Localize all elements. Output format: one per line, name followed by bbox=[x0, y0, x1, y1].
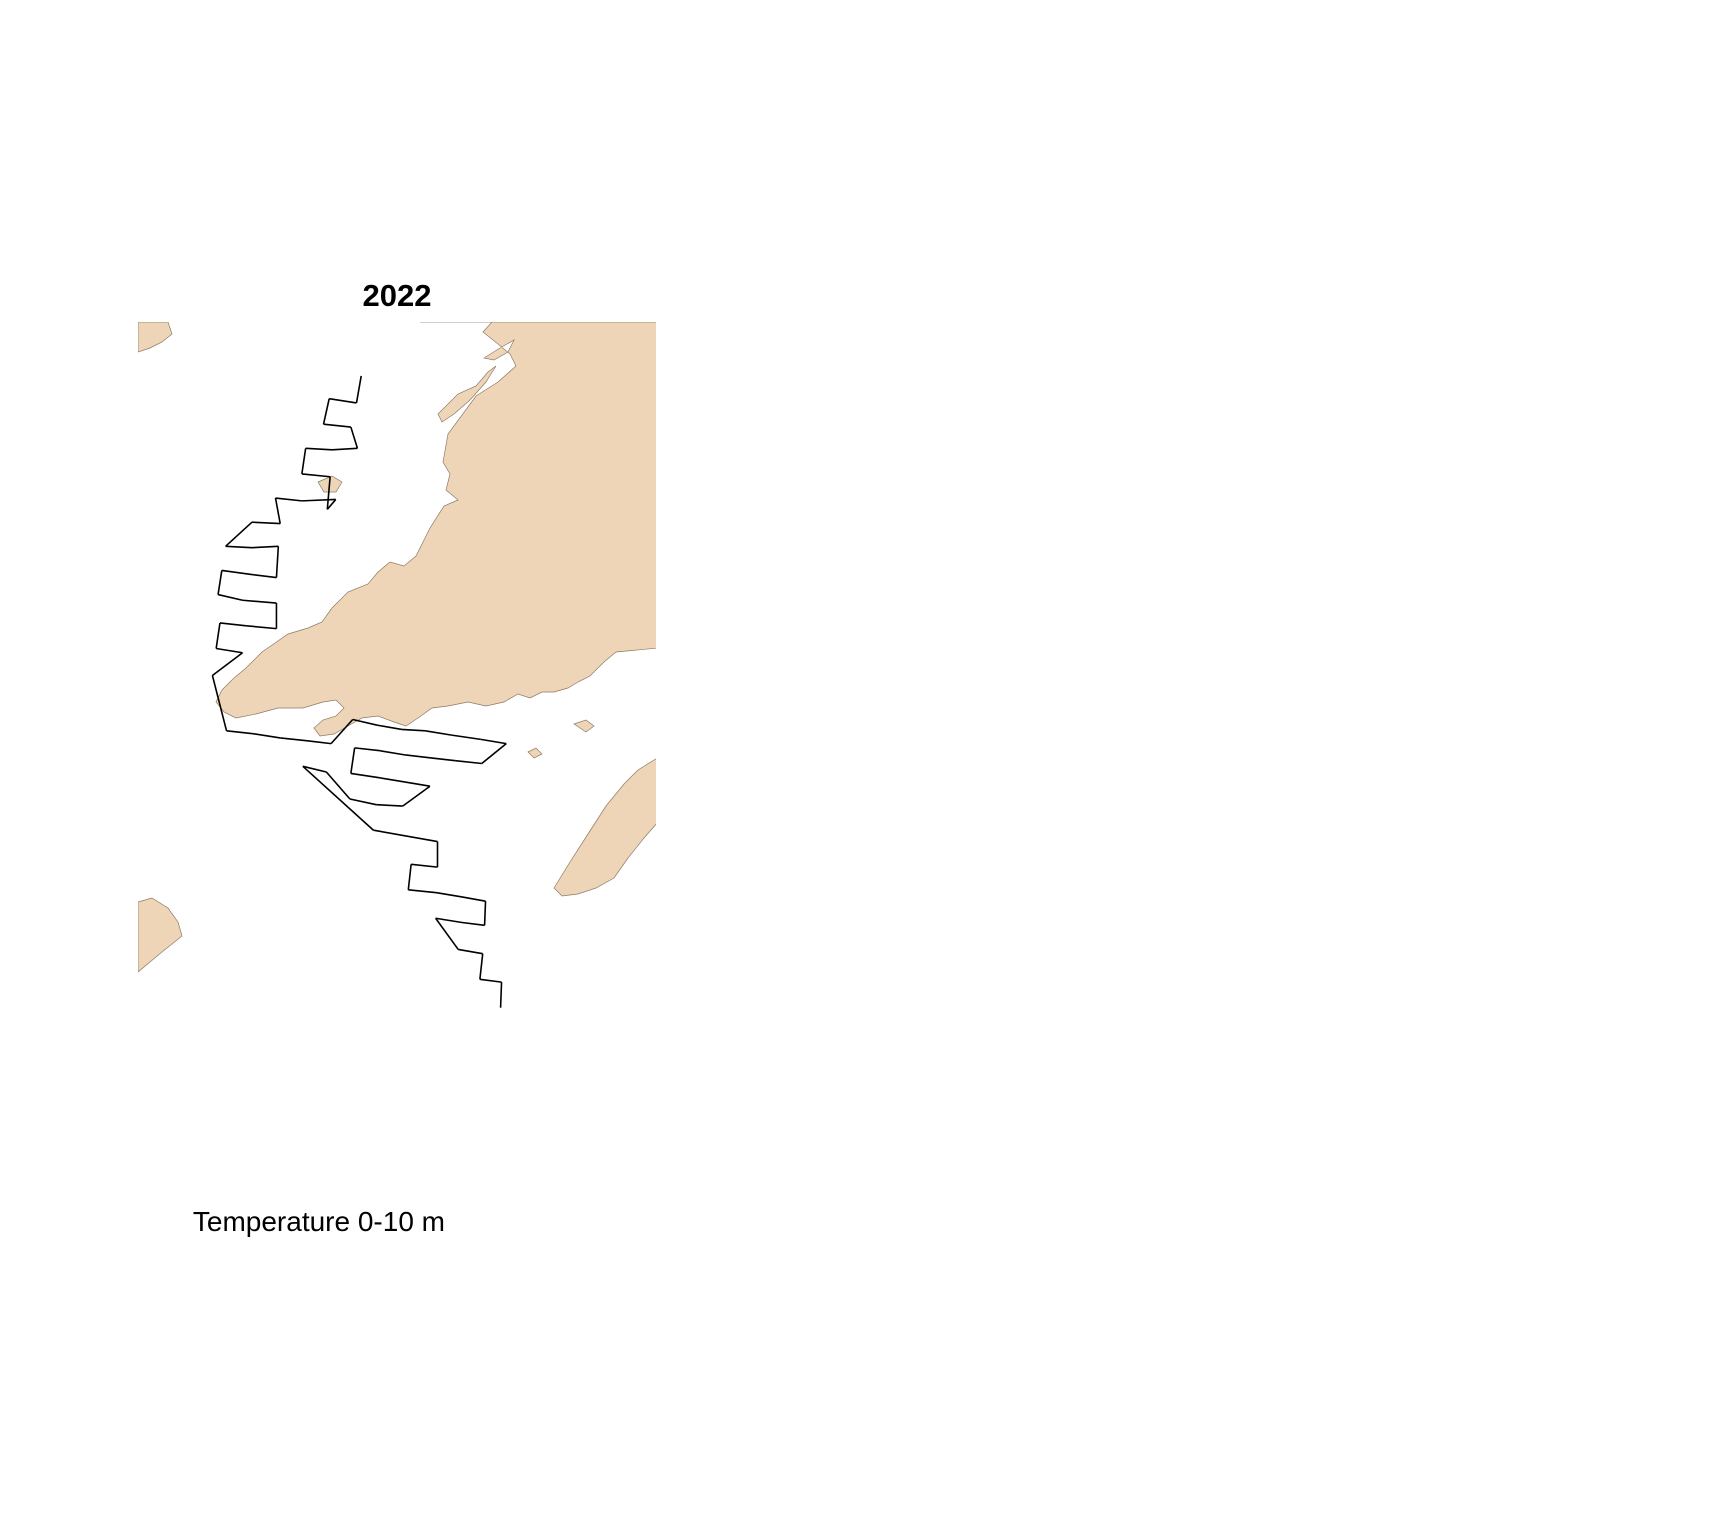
track-segment bbox=[377, 724, 402, 731]
track-segment bbox=[350, 426, 359, 449]
track-segment bbox=[322, 398, 330, 425]
map-area bbox=[138, 322, 656, 1008]
track-segment bbox=[455, 759, 482, 765]
track-segment bbox=[479, 953, 484, 980]
track-segment bbox=[302, 765, 327, 773]
track-segment bbox=[451, 734, 481, 741]
legend-title: Temperature 0-10 m bbox=[193, 1206, 445, 1237]
track-segment bbox=[411, 863, 438, 868]
track-segment bbox=[352, 718, 378, 726]
track-segment bbox=[405, 754, 431, 759]
track-segment bbox=[246, 624, 277, 630]
track-segment bbox=[275, 497, 302, 502]
track-segment bbox=[401, 728, 426, 732]
track-segment bbox=[275, 546, 280, 578]
track-segment bbox=[251, 545, 279, 549]
track-segment bbox=[481, 743, 507, 765]
track-segment bbox=[302, 765, 374, 831]
track-segment bbox=[225, 521, 253, 547]
track-segment bbox=[326, 476, 331, 510]
track-segment bbox=[274, 497, 282, 524]
track-segment bbox=[408, 889, 437, 894]
track-segment bbox=[480, 738, 507, 745]
track-segment bbox=[458, 948, 483, 955]
track-segment bbox=[436, 891, 463, 898]
track-segment bbox=[378, 776, 405, 783]
track-segment bbox=[402, 785, 431, 807]
track-segment bbox=[221, 569, 254, 576]
track-segment bbox=[301, 473, 331, 478]
track-segment bbox=[301, 498, 336, 502]
track-segment bbox=[373, 829, 438, 843]
track-segment bbox=[252, 732, 281, 739]
track-segment bbox=[251, 521, 281, 525]
track-segment bbox=[280, 737, 308, 742]
track-segment bbox=[329, 397, 357, 404]
track-segment bbox=[305, 447, 333, 451]
track-segment bbox=[242, 599, 277, 604]
track-segment bbox=[479, 978, 502, 983]
track-segment bbox=[407, 864, 412, 890]
temperature-legend: Temperature 0-10 m bbox=[193, 1206, 445, 1237]
track-segment bbox=[376, 803, 403, 807]
track-segment bbox=[216, 647, 243, 654]
track-segment bbox=[211, 675, 228, 732]
track-segment bbox=[307, 739, 332, 745]
track-segment bbox=[354, 747, 381, 752]
panel-title: 2022 bbox=[363, 278, 432, 313]
track-segment bbox=[219, 622, 247, 627]
track-segment bbox=[429, 757, 456, 762]
map-panel-2022: 2022 bbox=[138, 278, 656, 1008]
track-segment bbox=[217, 593, 243, 602]
track-segment bbox=[435, 917, 463, 924]
track-segment bbox=[461, 921, 485, 927]
track-segment bbox=[350, 747, 356, 774]
track-segment bbox=[404, 781, 431, 788]
track-segment bbox=[499, 982, 503, 1008]
track-segment bbox=[350, 772, 380, 779]
track-segment bbox=[323, 423, 351, 428]
track-segment bbox=[330, 718, 354, 745]
track-segment bbox=[379, 749, 406, 756]
track-segment bbox=[252, 573, 277, 579]
track-segment bbox=[461, 896, 486, 902]
track-segment bbox=[483, 901, 487, 926]
track-segment bbox=[349, 798, 377, 806]
track-segment bbox=[226, 730, 253, 735]
track-segment bbox=[215, 622, 221, 649]
track-segment bbox=[434, 917, 459, 950]
track-segment bbox=[325, 771, 351, 800]
track-segment bbox=[355, 375, 362, 404]
track-segment bbox=[211, 652, 244, 677]
map-panels: 2022 bbox=[138, 278, 656, 1008]
track-segment bbox=[217, 570, 223, 595]
track-segment bbox=[225, 545, 253, 549]
track-segment bbox=[301, 448, 307, 475]
track-segment bbox=[331, 447, 358, 451]
track-segment bbox=[425, 730, 452, 736]
track-segment bbox=[326, 498, 337, 510]
